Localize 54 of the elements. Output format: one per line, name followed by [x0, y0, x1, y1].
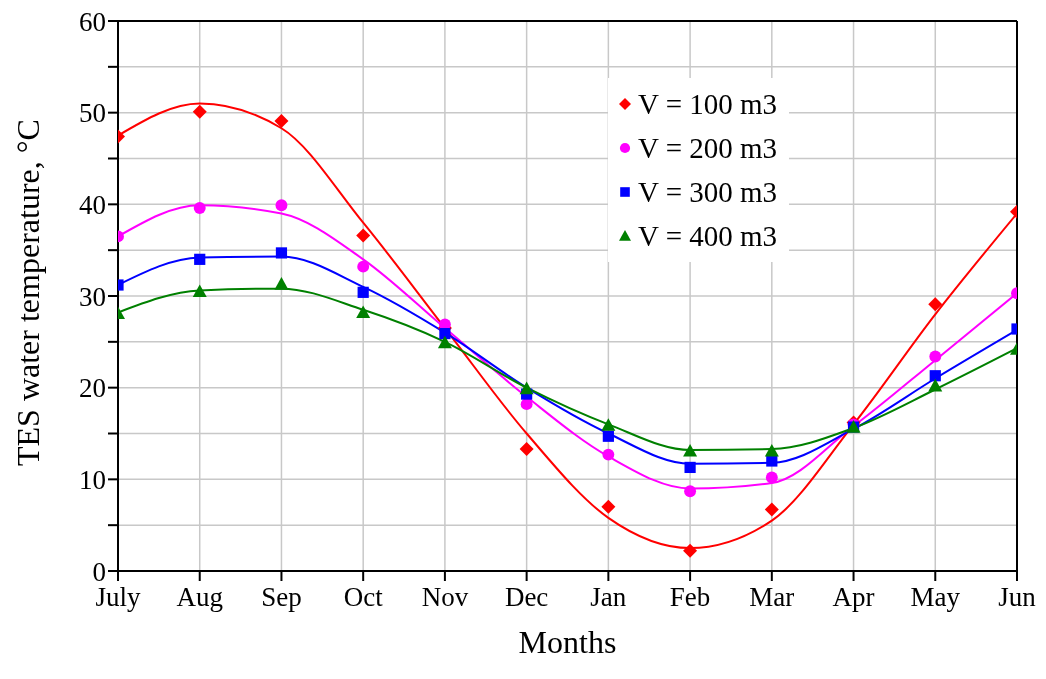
point — [437, 335, 452, 349]
point — [683, 443, 698, 457]
point — [684, 485, 697, 498]
point — [274, 277, 289, 290]
point — [275, 247, 288, 259]
x-tick-label: Dec — [504, 582, 549, 613]
y-tick-label: 50 — [79, 98, 106, 129]
y-tick-label: 60 — [79, 6, 106, 37]
point — [928, 378, 943, 392]
point — [357, 286, 369, 298]
point — [357, 260, 370, 273]
point — [684, 461, 696, 474]
point — [764, 443, 779, 457]
x-tick-label: Feb — [669, 582, 711, 613]
point — [519, 442, 534, 457]
x-tick-label: Mar — [749, 582, 795, 613]
x-tick-label: Oct — [343, 582, 384, 613]
point — [192, 104, 207, 119]
point — [764, 502, 779, 517]
x-tick-label: Nov — [421, 582, 469, 613]
point — [274, 113, 289, 128]
x-tick-label: Jun — [998, 582, 1037, 613]
x-tick-label: Jan — [590, 582, 627, 613]
point — [602, 448, 615, 461]
point — [193, 202, 206, 214]
point — [601, 418, 616, 431]
point — [683, 543, 698, 558]
point — [194, 253, 206, 265]
point — [929, 350, 942, 363]
point — [356, 305, 371, 319]
y-axis-title: TES water temperature, °C — [10, 119, 47, 466]
x-tick-label: Aug — [176, 582, 223, 613]
point — [439, 327, 451, 340]
y-tick-label: 20 — [79, 373, 106, 404]
x-tick-label: May — [910, 582, 961, 613]
y-tick-label: 10 — [79, 464, 106, 495]
point — [602, 430, 614, 442]
point — [356, 228, 371, 243]
x-tick-label: Apr — [832, 582, 875, 613]
legend-label: V = 100 m3 — [638, 87, 778, 121]
point — [765, 471, 778, 484]
legend-label: V = 200 m3 — [638, 131, 778, 165]
point — [192, 284, 207, 298]
point — [519, 381, 534, 395]
point — [601, 499, 616, 514]
y-tick-label: 40 — [79, 189, 106, 220]
y-tick-label: 30 — [79, 281, 106, 312]
point — [929, 370, 941, 382]
legend-label: V = 400 m3 — [638, 219, 778, 253]
x-axis-title: Months — [518, 624, 617, 660]
point — [928, 297, 943, 312]
point — [275, 199, 288, 212]
legend-label: V = 300 m3 — [638, 175, 778, 209]
x-tick-label: Sep — [261, 582, 302, 613]
